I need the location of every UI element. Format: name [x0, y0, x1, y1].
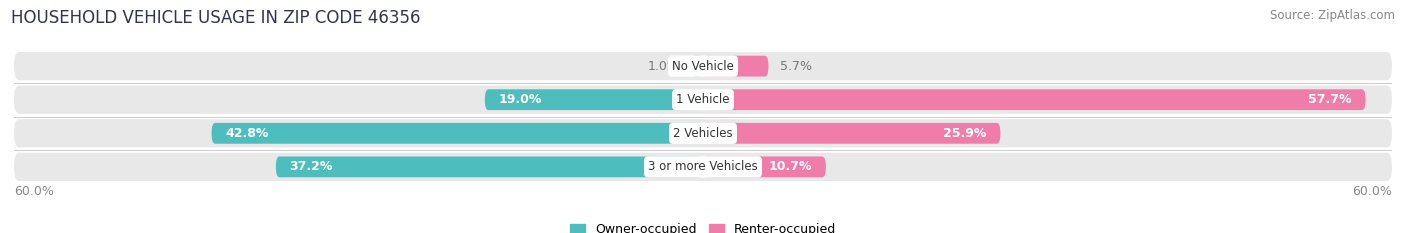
Legend: Owner-occupied, Renter-occupied: Owner-occupied, Renter-occupied — [565, 219, 841, 233]
Text: 10.7%: 10.7% — [769, 160, 813, 173]
Text: 3 or more Vehicles: 3 or more Vehicles — [648, 160, 758, 173]
Text: 57.7%: 57.7% — [1308, 93, 1351, 106]
FancyBboxPatch shape — [14, 52, 1392, 80]
FancyBboxPatch shape — [485, 89, 703, 110]
Text: 60.0%: 60.0% — [1353, 185, 1392, 198]
Text: 19.0%: 19.0% — [499, 93, 541, 106]
FancyBboxPatch shape — [703, 123, 1001, 144]
FancyBboxPatch shape — [14, 153, 1392, 181]
Text: No Vehicle: No Vehicle — [672, 60, 734, 73]
FancyBboxPatch shape — [703, 157, 825, 177]
Text: 2 Vehicles: 2 Vehicles — [673, 127, 733, 140]
FancyBboxPatch shape — [703, 56, 769, 76]
Text: 25.9%: 25.9% — [943, 127, 987, 140]
Text: 1.0%: 1.0% — [648, 60, 681, 73]
FancyBboxPatch shape — [14, 86, 1392, 114]
FancyBboxPatch shape — [14, 119, 1392, 147]
Text: 37.2%: 37.2% — [290, 160, 333, 173]
FancyBboxPatch shape — [211, 123, 703, 144]
FancyBboxPatch shape — [692, 56, 703, 76]
Text: HOUSEHOLD VEHICLE USAGE IN ZIP CODE 46356: HOUSEHOLD VEHICLE USAGE IN ZIP CODE 4635… — [11, 9, 420, 27]
Text: 60.0%: 60.0% — [14, 185, 53, 198]
FancyBboxPatch shape — [703, 89, 1365, 110]
Text: 5.7%: 5.7% — [780, 60, 811, 73]
Text: Source: ZipAtlas.com: Source: ZipAtlas.com — [1270, 9, 1395, 22]
Text: 42.8%: 42.8% — [225, 127, 269, 140]
FancyBboxPatch shape — [276, 157, 703, 177]
Text: 1 Vehicle: 1 Vehicle — [676, 93, 730, 106]
